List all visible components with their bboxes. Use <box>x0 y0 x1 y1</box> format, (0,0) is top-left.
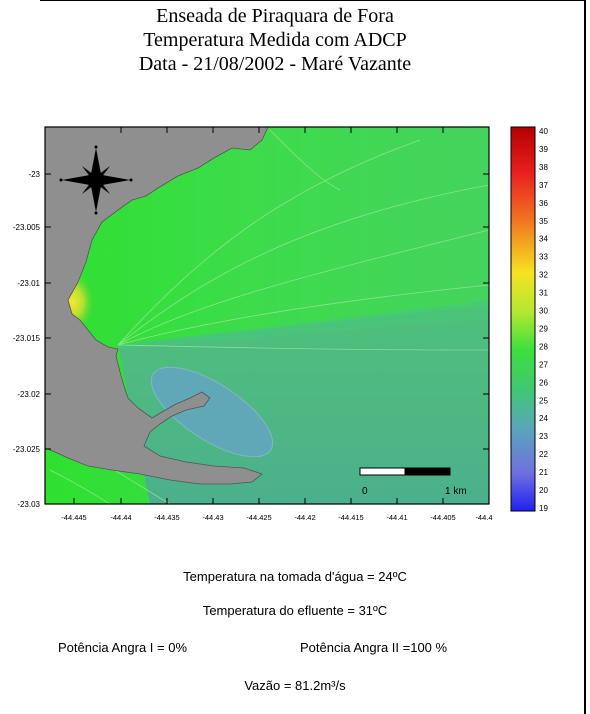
y-axis <box>45 173 489 450</box>
colorbar-tick-label: 27 <box>539 360 548 369</box>
y-tick-label: -23.015 <box>13 334 41 343</box>
colorbar-tick-label: 24 <box>539 414 548 423</box>
x-tick-label: -44.42 <box>294 513 315 522</box>
colorbar-tick-label: 25 <box>539 396 548 405</box>
compass-rose-icon <box>59 145 133 215</box>
colorbar-tick-label: 38 <box>539 163 548 172</box>
y-tick-label: -23.02 <box>17 390 40 399</box>
x-tick-label: -44.43 <box>202 513 223 522</box>
land-mass <box>44 126 269 485</box>
colorbar-tick-label: 33 <box>539 253 548 262</box>
colorbar <box>510 126 536 512</box>
frame-top-border <box>40 0 586 1</box>
frame-right-border <box>584 0 586 714</box>
colorbar-tick-label: 23 <box>539 432 548 441</box>
colorbar-tick-label: 20 <box>539 486 548 495</box>
cool-water-zone <box>118 305 489 504</box>
map-frame <box>44 126 490 505</box>
colorbar-tick-label: 30 <box>539 307 548 316</box>
effluent-temperature-note: Temperatura do efluente = 31ºC <box>202 603 388 618</box>
colorbar-tick-label: 28 <box>539 342 548 351</box>
colorbar-tick-label: 31 <box>539 289 548 298</box>
y-tick-label: -23 <box>28 170 40 179</box>
y-tick-label: -23.03 <box>17 500 40 509</box>
x-tick-label: -44.445 <box>61 513 86 522</box>
title-measurement: Temperatura Medida com ADCP <box>143 29 407 51</box>
colorbar-tick-label: 35 <box>539 217 548 226</box>
intermediate-zone <box>118 300 489 350</box>
x-tick-label: -44.41 <box>386 513 407 522</box>
colorbar-labels: 40 39 38 37 36 35 34 33 32 31 30 29 28 27 26 25 24 23 22 21… <box>539 127 548 513</box>
x-axis <box>73 127 444 504</box>
scale-bar: 0 1 km <box>359 467 467 497</box>
colorbar-tick-label: 32 <box>539 271 548 280</box>
x-tick-label: -44.415 <box>338 513 363 522</box>
x-tick-label: -44.405 <box>430 513 455 522</box>
colorbar-tick-label: 19 <box>539 504 548 513</box>
temperature-map: 0 1 km -23 -23.005 -23.01 -23.015 -23.02… <box>13 126 548 522</box>
x-tick-label: -44.435 <box>154 513 179 522</box>
power-angra1-note: Potência Angra I = 0% <box>58 640 188 655</box>
title-location: Enseada de Piraquara de Fora <box>156 5 394 27</box>
colorbar-tick-label: 21 <box>539 468 548 477</box>
colorbar-tick-label: 40 <box>539 127 548 136</box>
colorbar-tick-label: 26 <box>539 378 548 387</box>
x-tick-label: -44.44 <box>110 513 131 522</box>
flow-rate-note: Vazão = 81.2m³/s <box>244 678 346 693</box>
colorbar-tick-label: 29 <box>539 324 548 333</box>
y-tick-label: -23.005 <box>13 223 41 232</box>
y-tick-label: -23.025 <box>13 445 41 454</box>
colorbar-tick-label: 36 <box>539 199 548 208</box>
x-tick-label: -44.4 <box>475 513 492 522</box>
intake-temperature-note: Temperatura na tomada d'água = 24ºC <box>183 569 407 584</box>
y-tick-label: -23.01 <box>17 279 40 288</box>
power-angra2-note: Potência Angra II =100 % <box>300 640 448 655</box>
colorbar-tick-label: 22 <box>539 450 548 459</box>
colorbar-tick-label: 37 <box>539 181 548 190</box>
colorbar-tick-label: 39 <box>539 145 548 154</box>
contour-lines <box>49 129 490 505</box>
cold-plume <box>150 366 274 458</box>
colorbar-tick-label: 34 <box>539 235 548 244</box>
x-tick-label: -44.425 <box>246 513 271 522</box>
scale-bar-end-label: 1 km <box>445 486 467 497</box>
scale-bar-start-label: 0 <box>362 486 368 497</box>
title-date: Data - 21/08/2002 - Maré Vazante <box>138 53 412 75</box>
